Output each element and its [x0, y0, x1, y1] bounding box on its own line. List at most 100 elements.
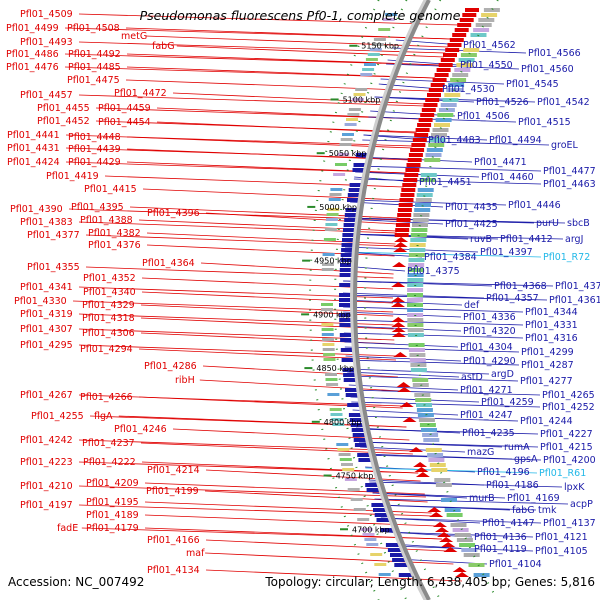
feature-block	[429, 463, 446, 467]
gene-label-right: fabG	[512, 505, 535, 516]
connector-line	[344, 346, 520, 353]
gene-label-left: Pfl01_4396	[147, 208, 200, 219]
connector-line	[125, 27, 453, 40]
gene-label-left: ribH	[175, 375, 195, 386]
forward-gene	[393, 352, 408, 357]
feature-block	[407, 268, 424, 272]
feature-block	[327, 208, 340, 211]
connector-line	[344, 341, 459, 348]
tick-label: 4850 kbp	[316, 364, 354, 373]
gene-label-right: Pfl01_4357	[486, 293, 539, 304]
feature-block	[350, 498, 363, 501]
gene-label-right: Pfl01_4235	[462, 428, 515, 439]
reverse-gene	[347, 403, 364, 407]
feature-block	[478, 18, 495, 22]
feature-block	[321, 268, 334, 271]
gene-label-right: Pfl01_4550	[460, 60, 513, 71]
feature-block	[421, 428, 437, 432]
gene-label-left: fadE	[57, 523, 78, 534]
connector-line	[346, 233, 564, 240]
gene-label-left: Pfl01_4419	[46, 171, 99, 182]
feature-block	[412, 218, 429, 222]
tick-label: 4750 kbp	[336, 472, 374, 481]
gene-label-right: acpP	[570, 499, 593, 510]
gene-label-left: Pfl01_4457	[20, 90, 73, 101]
feature-block	[416, 193, 433, 197]
gene-label-right: Pfl01_4290	[463, 356, 516, 367]
reverse-gene	[353, 438, 370, 442]
gene-label-left: Pfl01_4179	[86, 523, 139, 534]
reverse-gene	[353, 163, 370, 167]
feature-block	[416, 408, 433, 412]
feature-block	[408, 253, 425, 257]
connector-line	[343, 319, 524, 326]
gene-label-left: Pfl01_4242	[20, 435, 73, 446]
forward-gene	[459, 18, 474, 22]
gene-label-left: Pfl01_4472	[114, 88, 167, 99]
feature-block	[353, 508, 366, 511]
gene-label-left: Pfl01_4340	[83, 287, 136, 298]
gene-label-left: Pfl01_4429	[68, 157, 121, 168]
gene-label-left: Pfl01_4377	[27, 230, 80, 241]
connector-line	[343, 306, 524, 313]
forward-gene	[443, 53, 457, 57]
feature-tracks	[321, 8, 500, 577]
reverse-gene	[339, 313, 356, 317]
connector-line	[345, 359, 520, 366]
feature-block	[378, 573, 391, 576]
gene-label-left: Pfl01_4214	[147, 465, 200, 476]
forward-gene	[391, 322, 406, 327]
tick-label: 5150 kbp	[361, 42, 399, 51]
feature-block	[454, 533, 471, 537]
connector-line	[362, 139, 550, 146]
feature-block	[425, 448, 442, 452]
gene-label-right: Pfl01_4196	[477, 467, 530, 478]
reverse-gene	[342, 233, 359, 237]
gene-label-right: tmk	[538, 505, 557, 516]
gene-label-right: Pfl01_4542	[537, 97, 590, 108]
forward-gene	[399, 198, 414, 202]
gene-label-right: Pfl01_4494	[489, 135, 542, 146]
gene-label-right: Pfl01_4368	[494, 281, 547, 292]
feature-block	[470, 33, 487, 37]
gene-label-right: Pfl01_4247	[460, 410, 513, 421]
connector-line	[78, 41, 446, 54]
gene-label-left: Pfl01_4195	[86, 497, 139, 508]
gene-label-right: Pfl01_4373	[555, 281, 600, 292]
forward-gene	[396, 218, 411, 222]
gene-label-left: Pfl01_4448	[68, 132, 121, 143]
gene-label-right: Pfl01_4169	[507, 493, 560, 504]
gene-label-right: Pfl01_4287	[521, 360, 574, 371]
feature-block	[367, 53, 380, 56]
gene-label-right: Pfl01_4471	[474, 157, 527, 168]
reverse-gene	[345, 208, 362, 212]
feature-block	[374, 563, 387, 566]
gene-label-right: Pfl01_4451	[419, 177, 472, 188]
forward-gene	[427, 93, 441, 97]
forward-gene	[408, 153, 423, 157]
gene-label-right: Pfl01_4375	[407, 266, 460, 277]
connector-line	[358, 441, 503, 448]
feature-block	[419, 178, 436, 182]
feature-block	[409, 358, 426, 362]
connector-line	[144, 527, 443, 540]
map-title: Pseudomonas fluorescens Pf0-1, complete …	[140, 8, 461, 23]
feature-block	[435, 483, 452, 487]
connector-line	[347, 217, 566, 224]
forward-gene	[452, 33, 467, 37]
connector-line	[95, 107, 421, 120]
feature-block	[331, 418, 344, 421]
gene-label-left: Pfl01_4486	[6, 49, 59, 60]
feature-block	[461, 548, 478, 552]
feature-block	[431, 133, 447, 137]
gene-label-left: maf	[186, 548, 205, 559]
forward-gene	[449, 38, 464, 42]
feature-block	[382, 18, 395, 21]
feature-block	[341, 463, 353, 466]
gene-label-right: Pfl01_4119	[474, 544, 527, 555]
feature-block	[459, 543, 476, 547]
connector-line	[172, 428, 410, 441]
feature-block	[365, 58, 378, 61]
feature-block	[366, 543, 379, 546]
reverse-gene	[376, 518, 393, 522]
